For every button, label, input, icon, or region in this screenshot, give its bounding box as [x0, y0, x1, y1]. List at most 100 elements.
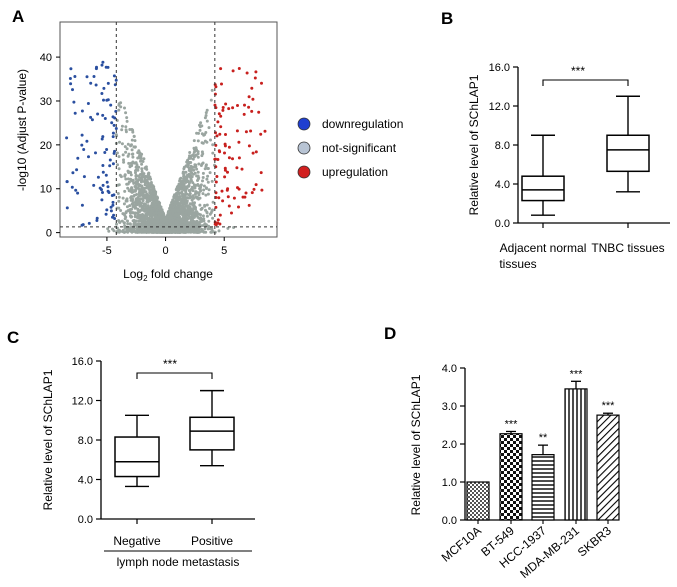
volcano-point-ns	[116, 163, 119, 167]
volcano-point-ns	[193, 225, 197, 229]
volcano-point-ns	[206, 167, 210, 170]
y-tick-label: 16.0	[489, 62, 510, 74]
y-tick-label: 0.0	[495, 218, 510, 230]
volcano-point-up	[247, 105, 251, 109]
volcano-point-ns	[184, 175, 187, 179]
panel-d-axes: 0.01.02.03.04.0MCF10ABT-549HCC-1937MDA-M…	[439, 363, 615, 581]
volcano-point-ns	[122, 221, 126, 225]
volcano-point-up	[217, 112, 221, 116]
volcano-point-ns	[184, 211, 188, 214]
volcano-point-ns	[115, 151, 119, 155]
volcano-point-ns	[132, 135, 136, 138]
volcano-point-ns	[191, 194, 195, 198]
volcano-point-up	[218, 222, 222, 226]
volcano-point-ns	[184, 204, 188, 208]
panel-label-d: D	[384, 324, 396, 343]
volcano-point-ns	[131, 201, 135, 205]
volcano-point-ns	[173, 216, 176, 220]
x-tick-label: -5	[102, 245, 112, 257]
volcano-point-ns	[150, 191, 154, 195]
volcano-point-up	[259, 132, 263, 136]
volcano-point-ns	[145, 200, 149, 204]
volcano-point-ns	[143, 182, 147, 186]
volcano-point-ns	[171, 218, 174, 222]
volcano-point-up	[245, 71, 249, 75]
volcano-point-down	[104, 173, 108, 177]
volcano-point-ns	[208, 171, 212, 175]
volcano-point-ns	[184, 190, 188, 194]
volcano-point-ns	[135, 180, 139, 183]
panel-b-axes: 0.0 4.0 8.0 12.0 16.0	[489, 62, 670, 230]
volcano-point-ns	[146, 218, 150, 222]
volcano-point-ns	[185, 186, 189, 190]
volcano-point-up	[232, 196, 236, 200]
volcano-point-ns	[129, 198, 133, 202]
volcano-point-down	[92, 75, 96, 78]
volcano-point-ns	[125, 119, 129, 123]
panel-a-legend: downregulation not-significant upregulat…	[297, 117, 403, 179]
volcano-point-down	[70, 185, 74, 189]
volcano-point-ns	[167, 228, 171, 232]
volcano-point-up	[237, 205, 240, 209]
panel-label-b: B	[441, 9, 453, 28]
volcano-point-ns	[187, 183, 191, 187]
volcano-point-ns	[204, 163, 208, 167]
volcano-point-ns	[200, 229, 204, 233]
panel-label-a: A	[12, 7, 24, 26]
volcano-point-ns	[134, 188, 138, 192]
panel-b-category-1-line-2: tissues	[499, 257, 536, 271]
volcano-point-down	[89, 81, 93, 85]
panel-c-boxes	[114, 372, 235, 488]
volcano-point-ns	[132, 228, 136, 232]
volcano-point-ns	[193, 229, 197, 233]
volcano-point-ns	[126, 186, 130, 190]
volcano-point-ns	[107, 229, 111, 233]
volcano-point-ns	[146, 172, 150, 176]
volcano-point-ns	[154, 214, 158, 218]
volcano-point-ns	[171, 211, 175, 215]
volcano-point-down	[113, 149, 116, 153]
volcano-point-ns	[152, 202, 156, 206]
legend-label-up: upregulation	[322, 165, 388, 179]
volcano-point-ns	[196, 155, 200, 159]
volcano-point-up	[235, 129, 239, 133]
volcano-point-up	[214, 180, 218, 184]
volcano-point-up	[216, 218, 220, 222]
volcano-point-ns	[117, 108, 121, 112]
volcano-point-ns	[204, 114, 208, 117]
volcano-point-ns	[125, 182, 129, 186]
volcano-point-ns	[159, 223, 163, 226]
volcano-point-ns	[141, 221, 145, 225]
volcano-point-ns	[126, 209, 130, 213]
volcano-point-ns	[169, 230, 173, 234]
volcano-point-ns	[130, 207, 134, 211]
volcano-point-ns	[201, 192, 205, 196]
volcano-point-ns	[159, 205, 163, 209]
volcano-point-ns	[152, 227, 155, 231]
volcano-point-ns	[192, 165, 196, 169]
volcano-point-up	[214, 157, 217, 161]
volcano-point-ns	[144, 212, 148, 216]
panel-label-c: C	[7, 328, 19, 347]
volcano-point-down	[69, 82, 73, 86]
volcano-point-up	[242, 112, 246, 116]
volcano-point-ns	[211, 143, 215, 147]
volcano-point-ns	[139, 224, 143, 228]
bar-hcc-1937	[531, 454, 555, 521]
volcano-point-ns	[121, 153, 125, 157]
volcano-point-ns	[208, 207, 211, 210]
volcano-point-ns	[115, 222, 118, 226]
volcano-point-ns	[129, 161, 133, 165]
volcano-point-ns	[136, 156, 140, 160]
volcano-point-ns	[140, 218, 144, 222]
volcano-point-ns	[125, 116, 129, 120]
volcano-point-ns	[184, 218, 188, 222]
bar-mda-mb-231	[564, 388, 588, 521]
volcano-point-ns	[142, 172, 146, 176]
volcano-point-ns	[124, 130, 128, 134]
volcano-point-up	[227, 107, 231, 111]
volcano-point-ns	[203, 227, 207, 231]
volcano-point-ns	[207, 219, 211, 223]
volcano-point-down	[85, 75, 89, 79]
volcano-point-ns	[129, 173, 133, 177]
